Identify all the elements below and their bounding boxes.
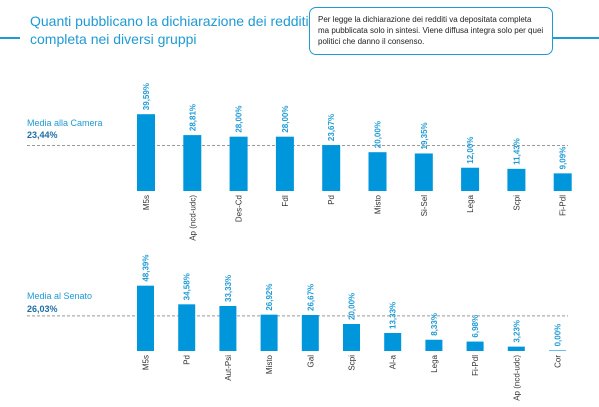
camera-average-value: 23,44% xyxy=(27,130,58,140)
senato-value-label: 6,98% xyxy=(471,315,480,338)
camera-category-label: Des-Cd xyxy=(235,195,244,222)
senato-average-value: 26,03% xyxy=(27,304,58,314)
senato-value-label: 26,67% xyxy=(306,284,315,311)
senato-average-label: Media al Senato xyxy=(27,291,93,301)
camera-bar xyxy=(553,173,572,191)
senato-category-label: Scpi xyxy=(348,355,357,371)
senato-value-label: 20,00% xyxy=(348,293,357,320)
camera-value-label: 23,67% xyxy=(327,114,336,141)
camera-value-label: 39,59% xyxy=(142,83,151,110)
note-accent-line xyxy=(553,37,599,39)
camera-bar xyxy=(229,136,248,191)
camera-value-label: 28,00% xyxy=(281,106,290,133)
senato-bar xyxy=(549,350,566,351)
camera-bar xyxy=(368,152,387,191)
senato-bar xyxy=(384,333,402,351)
senato-category-label: Ap (ncd-udc) xyxy=(512,355,521,401)
camera-category-label: Lega xyxy=(466,194,475,212)
senato-category-label: Al-a xyxy=(389,354,398,369)
camera-bar xyxy=(322,145,341,191)
camera-bar xyxy=(137,114,155,191)
senato-value-label: 48,39% xyxy=(142,255,151,282)
senato-bar xyxy=(466,341,484,351)
senato-value-label: 3,23% xyxy=(512,320,521,343)
camera-value-label: 20,00% xyxy=(374,121,383,148)
senato-category-label: Misto xyxy=(265,354,274,374)
camera-average-label: Media alla Camera xyxy=(27,118,103,128)
chart-title: Quanti pubblicano la dichiarazione dei r… xyxy=(30,13,309,47)
senato-value-label: 26,92% xyxy=(265,284,274,311)
senato-bar xyxy=(260,314,278,351)
camera-category-label: Misto xyxy=(374,194,383,214)
camera-bar xyxy=(507,168,526,191)
camera-value-label: 28,81% xyxy=(188,104,197,131)
senato-value-label: 33,33% xyxy=(224,275,233,302)
camera-bar xyxy=(275,136,294,191)
camera-value-label: 9,09% xyxy=(559,147,568,170)
camera-category-label: Fi-Pdl xyxy=(559,195,568,216)
camera-bar xyxy=(461,167,480,191)
senato-category-label: Pd xyxy=(183,355,192,365)
camera-category-label: Ap (ncd-udc) xyxy=(188,195,197,241)
senato-bar xyxy=(507,346,525,351)
senato-category-label: Gal xyxy=(306,355,315,368)
camera-value-label: 28,00% xyxy=(235,106,244,133)
senato-value-label: 13,33% xyxy=(389,302,398,329)
senato-bar xyxy=(425,339,443,351)
camera-category-label: Pd xyxy=(327,195,336,205)
senato-category-label: M5s xyxy=(142,355,151,370)
note-box: Per legge la dichiarazione dei redditi v… xyxy=(309,7,553,55)
camera-category-label: Scpi xyxy=(512,195,521,211)
senato-bar xyxy=(178,304,196,351)
camera-category-label: Si-Sel xyxy=(420,195,429,217)
title-accent-line xyxy=(0,37,20,39)
senato-bar xyxy=(137,285,154,351)
senato-category-label: Lega xyxy=(430,354,439,372)
senato-value-label: 8,33% xyxy=(430,313,439,336)
senato-category-label: Fi-Pdl xyxy=(471,355,480,376)
senato-category-label: Aut-Psi xyxy=(224,355,233,381)
camera-bar xyxy=(183,135,202,191)
senato-value-label: 34,58% xyxy=(183,273,192,300)
camera-category-label: M5s xyxy=(142,195,151,210)
camera-category-label: FdI xyxy=(281,195,290,207)
camera-value-label: 19,35% xyxy=(420,122,429,149)
camera-bar xyxy=(414,153,433,191)
senato-category-label: Cor xyxy=(554,355,563,368)
camera-value-label: 11,43% xyxy=(512,138,521,165)
senato-bar xyxy=(343,324,360,351)
camera-value-label: 12,00% xyxy=(466,137,475,164)
senato-value-label: 0,00% xyxy=(554,324,563,347)
senato-bar xyxy=(219,306,237,351)
senato-bar xyxy=(301,314,319,351)
